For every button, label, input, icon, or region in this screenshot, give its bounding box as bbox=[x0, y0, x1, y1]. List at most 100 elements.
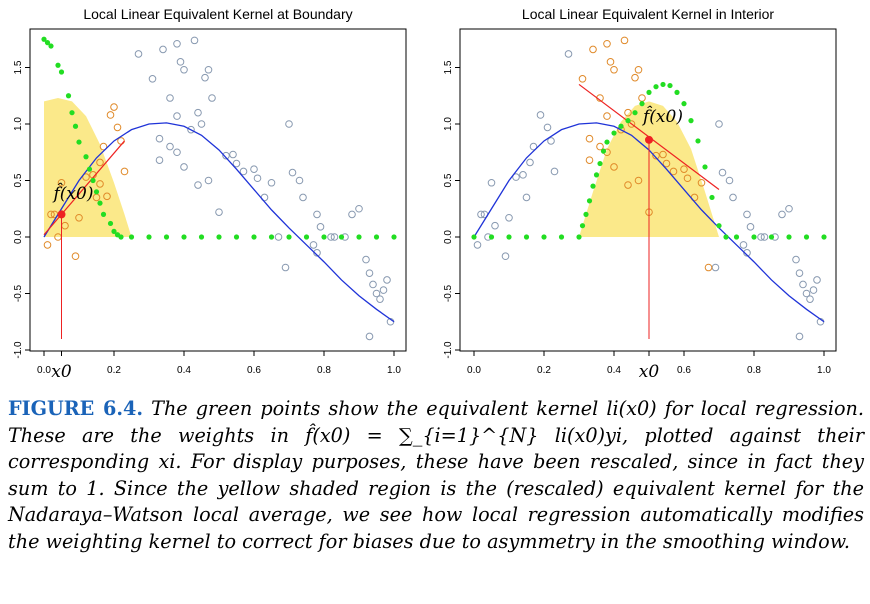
y-tick-label: 1.5 bbox=[13, 60, 24, 74]
kernel-weight-point bbox=[558, 234, 565, 240]
local-data-point bbox=[99, 142, 108, 151]
data-point bbox=[536, 111, 545, 119]
x-tick-label: 0.0 bbox=[467, 365, 481, 376]
kernel-weight-point bbox=[181, 234, 187, 240]
data-point bbox=[194, 108, 202, 117]
kernel-weight-point bbox=[639, 101, 645, 107]
local-data-point bbox=[596, 142, 604, 151]
kernel-weight-point bbox=[321, 234, 327, 240]
local-data-point bbox=[624, 181, 632, 189]
local-data-point bbox=[47, 210, 55, 219]
data-point bbox=[204, 65, 213, 74]
kernel-weight-point bbox=[611, 130, 617, 136]
kernel-weight-point bbox=[146, 234, 152, 240]
data-point bbox=[299, 193, 307, 202]
kernel-weight-point bbox=[625, 118, 631, 124]
local-fit-line bbox=[43, 140, 125, 236]
kernel-weight-point bbox=[506, 234, 512, 240]
data-point bbox=[239, 167, 248, 176]
data-point bbox=[505, 213, 513, 222]
kernel-weight-point bbox=[48, 43, 54, 49]
data-point bbox=[487, 178, 496, 187]
kernel-weight-point bbox=[590, 183, 596, 189]
kernel-weight-point bbox=[41, 36, 47, 42]
y-tick-label: 0.0 bbox=[13, 230, 24, 244]
plot-frame bbox=[459, 28, 837, 352]
x-tick-label: 0.0 bbox=[37, 365, 51, 376]
data-point bbox=[180, 65, 188, 74]
local-data-point bbox=[683, 174, 692, 183]
local-data-point bbox=[96, 180, 104, 188]
data-point bbox=[473, 241, 482, 249]
kernel-weight-point bbox=[76, 139, 82, 145]
kernel-weight-point bbox=[233, 234, 240, 240]
kernel-weight-point bbox=[618, 123, 624, 129]
kernel-weight-point bbox=[128, 234, 135, 240]
local-data-point bbox=[110, 103, 118, 111]
data-point bbox=[813, 276, 821, 284]
local-data-point bbox=[82, 173, 90, 181]
data-point bbox=[190, 36, 199, 45]
data-point bbox=[519, 171, 527, 179]
kernel-weight-point bbox=[695, 138, 701, 144]
kernel-weight-point bbox=[97, 200, 103, 206]
data-point bbox=[201, 73, 209, 82]
local-data-point bbox=[652, 151, 660, 160]
local-data-point bbox=[603, 112, 611, 120]
kernel-weight-point bbox=[72, 123, 79, 129]
kernel-weight-point bbox=[632, 110, 638, 116]
kernel-weight-point bbox=[751, 234, 757, 240]
data-point bbox=[715, 120, 723, 128]
kernel-weight-point bbox=[674, 89, 680, 95]
kernel-weight-point bbox=[688, 118, 694, 124]
kernel-weight-point bbox=[597, 160, 603, 167]
kernel-weight-point bbox=[216, 234, 222, 240]
kernel-weight-point bbox=[356, 234, 362, 240]
y-tick-label: 0.5 bbox=[13, 173, 24, 187]
kernel-weight-point bbox=[90, 177, 96, 184]
data-point bbox=[288, 168, 297, 177]
local-data-point bbox=[659, 150, 667, 159]
data-point bbox=[529, 142, 538, 151]
local-data-point bbox=[680, 165, 688, 173]
kernel-weight-point bbox=[646, 89, 652, 95]
data-point bbox=[316, 223, 325, 231]
data-point bbox=[746, 223, 755, 231]
kernel-weight-point bbox=[653, 84, 659, 90]
y-tick-label: -0.5 bbox=[443, 284, 454, 302]
kernel-weight-point bbox=[251, 234, 257, 240]
data-point bbox=[229, 150, 237, 159]
data-point bbox=[547, 137, 555, 145]
data-point bbox=[313, 249, 321, 257]
local-data-point bbox=[106, 111, 115, 119]
data-point bbox=[208, 94, 216, 102]
data-point bbox=[718, 168, 727, 177]
kernel-weight-point bbox=[198, 234, 205, 240]
local-data-point bbox=[585, 134, 594, 143]
chart-panel-boundary: Local Linear Equivalent Kernel at Bounda… bbox=[13, 6, 407, 382]
data-point bbox=[267, 178, 276, 187]
kernel-weight-point bbox=[83, 154, 89, 160]
x-tick-label: 0.8 bbox=[747, 365, 761, 376]
kernel-weight-point bbox=[709, 194, 715, 201]
x0-axis-label: x0 bbox=[51, 362, 72, 382]
kernel-weight-point bbox=[65, 93, 72, 99]
data-point bbox=[176, 58, 185, 66]
data-point bbox=[806, 295, 814, 303]
kernel-weight-point bbox=[681, 101, 687, 107]
data-point bbox=[729, 193, 737, 202]
data-point bbox=[313, 210, 321, 219]
local-data-point bbox=[627, 120, 636, 128]
data-point bbox=[204, 176, 213, 185]
plot-frame bbox=[29, 28, 407, 352]
local-data-point bbox=[57, 178, 66, 187]
kernel-weight-point bbox=[576, 234, 582, 240]
data-point bbox=[197, 120, 206, 128]
data-point bbox=[155, 134, 164, 143]
x-tick-label: 0.4 bbox=[177, 365, 191, 376]
data-point bbox=[187, 125, 195, 134]
kernel-weight-point bbox=[391, 234, 397, 240]
data-point bbox=[155, 156, 164, 164]
chart-title: Local Linear Equivalent Kernel at Bounda… bbox=[83, 6, 352, 22]
kernel-weight-point bbox=[604, 139, 610, 145]
